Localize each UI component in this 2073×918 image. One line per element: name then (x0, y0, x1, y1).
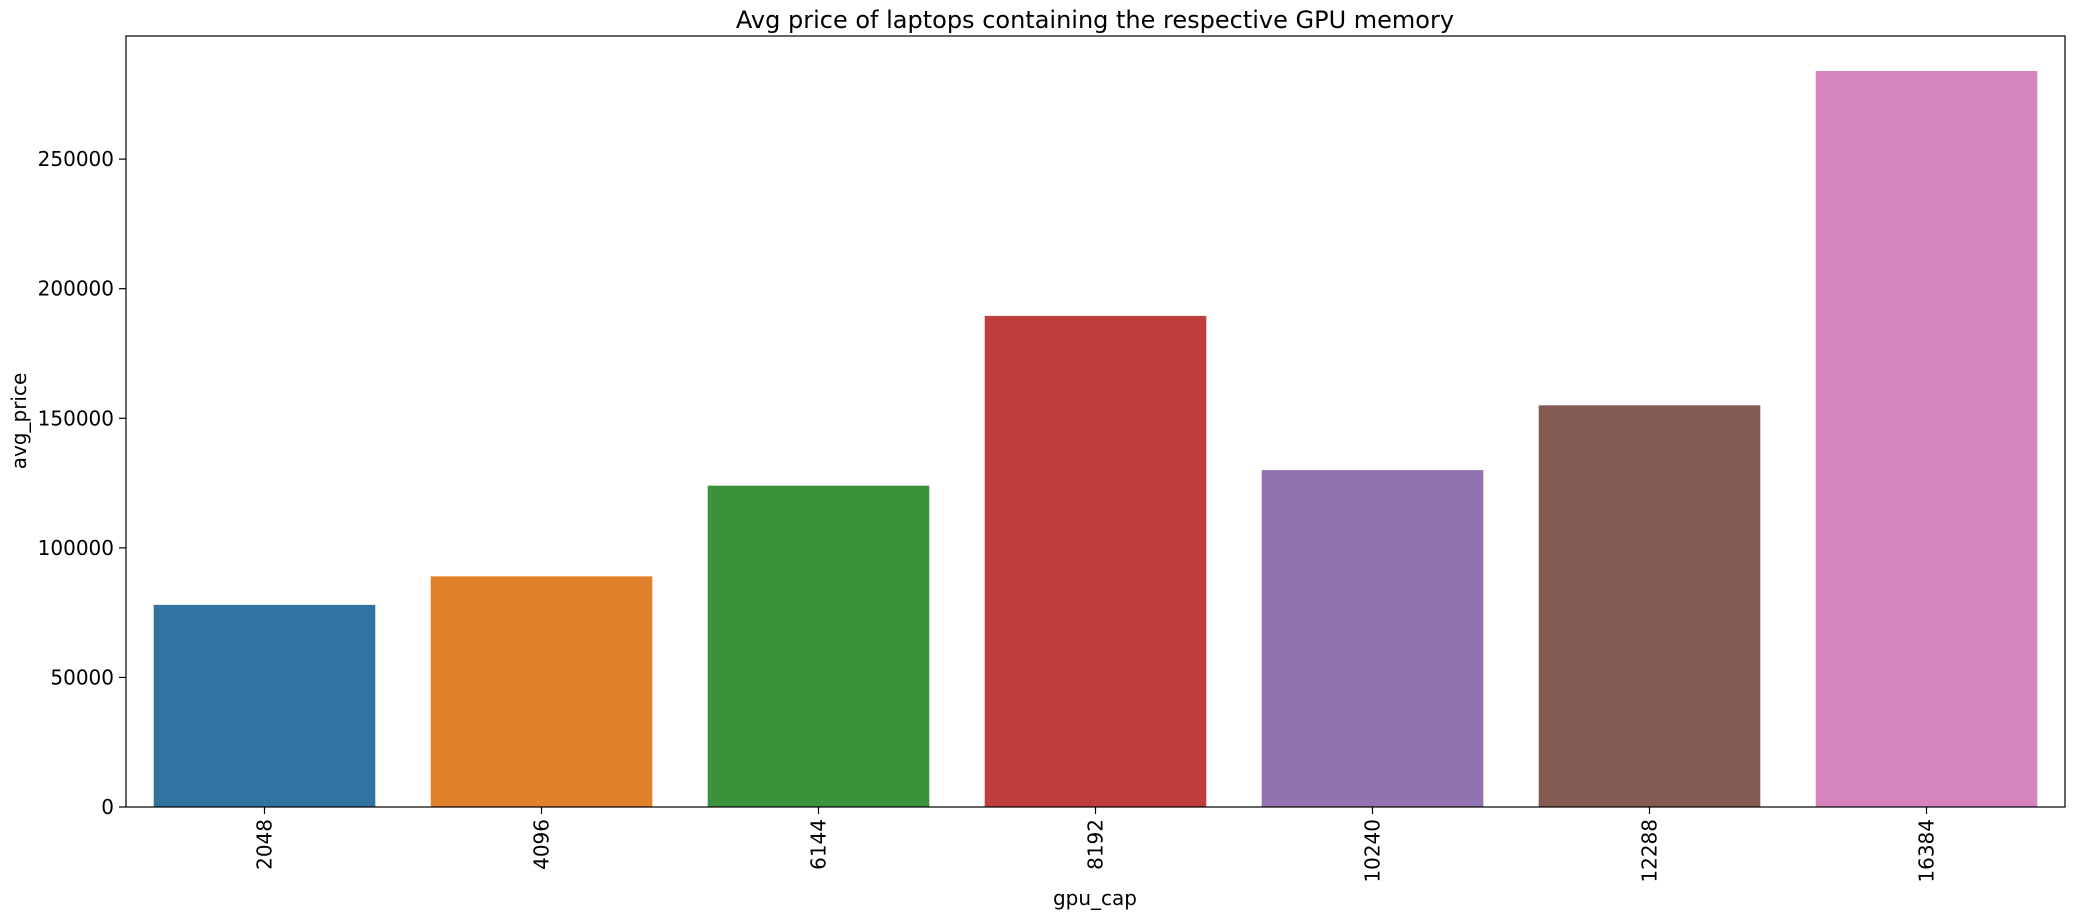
y-tick-label: 250000 (38, 147, 114, 171)
x-tick-label: 6144 (807, 819, 831, 870)
x-tick-label: 16384 (1915, 819, 1939, 883)
bar-6144 (707, 485, 930, 807)
x-axis-label: gpu_cap (1053, 886, 1137, 910)
x-axis: 2048 4096 6144 8192 10240 12288 16384 (253, 807, 1939, 883)
y-tick-label: 150000 (38, 406, 114, 430)
x-tick-label: 2048 (253, 819, 277, 870)
bar-10240 (1261, 470, 1484, 807)
y-axis-label: avg_price (7, 373, 31, 470)
bar-8192 (984, 315, 1207, 807)
chart-title: Avg price of laptops containing the resp… (736, 6, 1454, 34)
x-tick-label: 10240 (1361, 819, 1385, 883)
y-tick-label: 200000 (38, 277, 114, 301)
y-tick-label: 50000 (50, 665, 114, 689)
bar-12288 (1538, 405, 1761, 807)
x-tick-label: 4096 (530, 819, 554, 870)
bar-2048 (153, 604, 376, 807)
bar-16384 (1815, 70, 2038, 807)
x-tick-label: 8192 (1084, 819, 1108, 870)
plot-frame (125, 35, 2066, 808)
y-tick-label: 100000 (38, 536, 114, 560)
x-tick-label: 12288 (1638, 819, 1662, 883)
y-tick-label: 0 (101, 795, 114, 819)
bars (153, 70, 2038, 807)
y-axis: 0 50000 100000 150000 200000 250000 (38, 147, 126, 819)
bar-4096 (430, 576, 653, 807)
